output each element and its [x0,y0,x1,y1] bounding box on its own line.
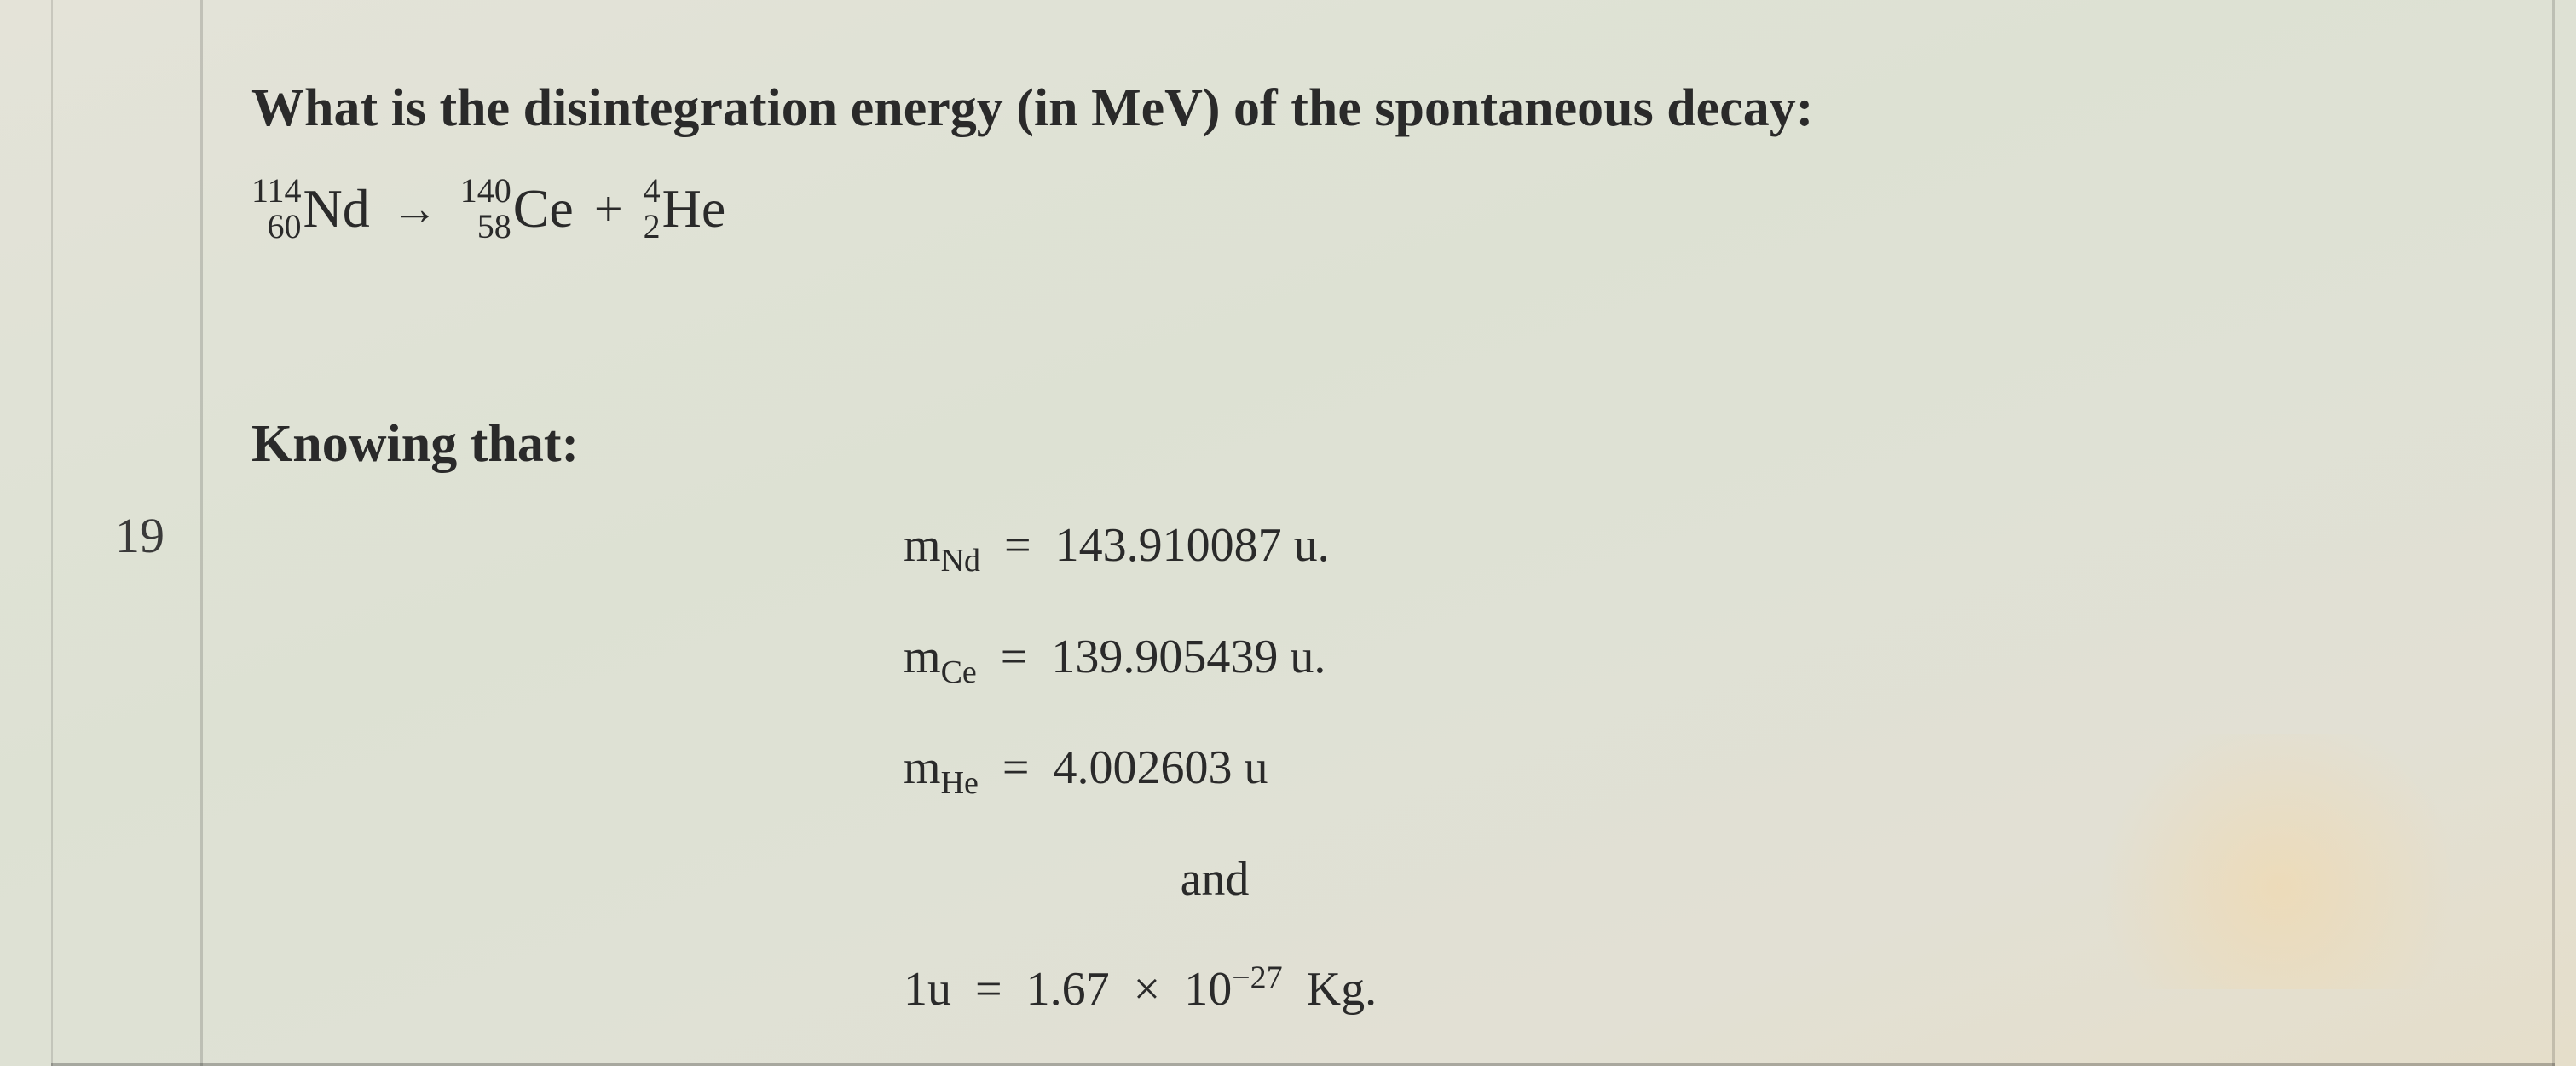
eq-sign: = [1002,741,1030,794]
knowing-that-label: Knowing that: [251,414,2484,475]
unit-lhs: 1u [904,963,951,1016]
question-card: 19 What is the disintegration energy (in… [0,0,2576,1066]
question-content: What is the disintegration energy (in Me… [251,77,2484,517]
mass-ce-value: 139.905439 u. [1051,631,1326,683]
unit-coeff: 1.67 [1026,963,1110,1016]
unit-conversion-line: 1u = 1.67 × 10−27 Kg. [904,947,1773,1033]
nuclide-daughter-1: 140 58 Ce [460,174,574,244]
m-nd-sub: Nd [941,543,980,579]
content-cell: 19 What is the disintegration energy (in… [51,0,2555,1066]
plus-sign: + [589,180,628,239]
mass-he-line: mHe = 4.002603 u [904,725,1773,813]
daughter2-mass-number: 4 [644,174,661,208]
eq-sign: = [1001,631,1028,683]
eq-sign: = [1004,519,1031,572]
mass-nd-value: 143.910087 u. [1055,519,1330,572]
times-sign: × [1134,963,1161,1016]
daughter1-atomic-number: 58 [477,210,511,244]
decay-equation: 114 60 Nd → 140 58 Ce + 4 [251,174,2484,244]
m-prefix: m [904,519,941,572]
bottom-border-rule [51,1063,2555,1066]
unit-exponent: −27 [1232,959,1282,995]
mass-ce-line: mCe = 139.905439 u. [904,614,1773,702]
m-prefix: m [904,631,941,683]
mass-he-value: 4.002603 u [1053,741,1268,794]
daughter2-atomic-number: 2 [644,210,661,244]
question-prompt: What is the disintegration energy (in Me… [251,77,2484,140]
photo-glare-decoration [2024,734,2450,989]
parent-atomic-number: 60 [268,210,302,244]
m-he-sub: He [941,765,979,801]
unit-kg: Kg. [1307,963,1377,1016]
unit-base: 10 [1184,963,1232,1016]
and-label: and [904,837,1526,923]
eq-sign: = [975,963,1002,1016]
daughter2-symbol: He [662,177,726,240]
m-prefix: m [904,741,941,794]
question-number: 19 [115,507,165,564]
nuclide-parent: 114 60 Nd [251,174,370,244]
daughter1-symbol: Ce [513,177,574,240]
mass-nd-line: mNd = 143.910087 u. [904,503,1773,591]
parent-mass-number: 114 [251,174,302,208]
m-ce-sub: Ce [941,654,977,690]
daughter1-mass-number: 140 [460,174,511,208]
nuclide-daughter-2: 4 2 He [644,174,726,244]
reaction-arrow-icon: → [385,182,445,235]
given-data-block: mNd = 143.910087 u. mCe = 139.905439 u. … [904,503,1773,1056]
number-divider-rule [200,0,203,1066]
left-margin-rule [0,0,53,1066]
parent-symbol: Nd [303,177,370,240]
